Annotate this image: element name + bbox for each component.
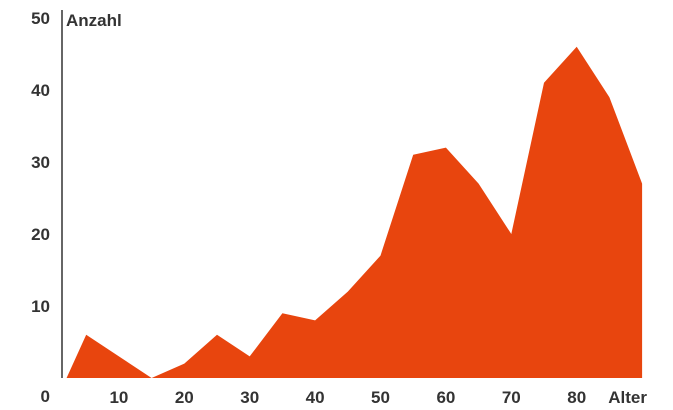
area-series [66, 46, 643, 379]
y-tick-label: 40 [31, 81, 50, 100]
y-axis-title: Anzahl [66, 11, 122, 30]
x-tick-label: 30 [240, 388, 259, 407]
y-tick-label: 10 [31, 297, 50, 316]
x-tick-label: 10 [109, 388, 128, 407]
area-layer [66, 46, 643, 379]
y-tick-label: 30 [31, 153, 50, 172]
x-axis-title: Alter [608, 388, 647, 407]
x-tick-label: 50 [371, 388, 390, 407]
y-tick-label: 0 [41, 387, 50, 406]
x-tick-label: 80 [567, 388, 586, 407]
x-tick-label: 70 [502, 388, 521, 407]
y-tick-label: 20 [31, 225, 50, 244]
y-tick-label: 50 [31, 9, 50, 28]
y-tick-labels: 0 10 20 30 40 50 [31, 9, 50, 406]
x-tick-label: 60 [436, 388, 455, 407]
x-tick-label: 40 [306, 388, 325, 407]
x-tick-labels: 10 20 30 40 50 60 70 80 [109, 388, 586, 407]
x-tick-label: 20 [175, 388, 194, 407]
